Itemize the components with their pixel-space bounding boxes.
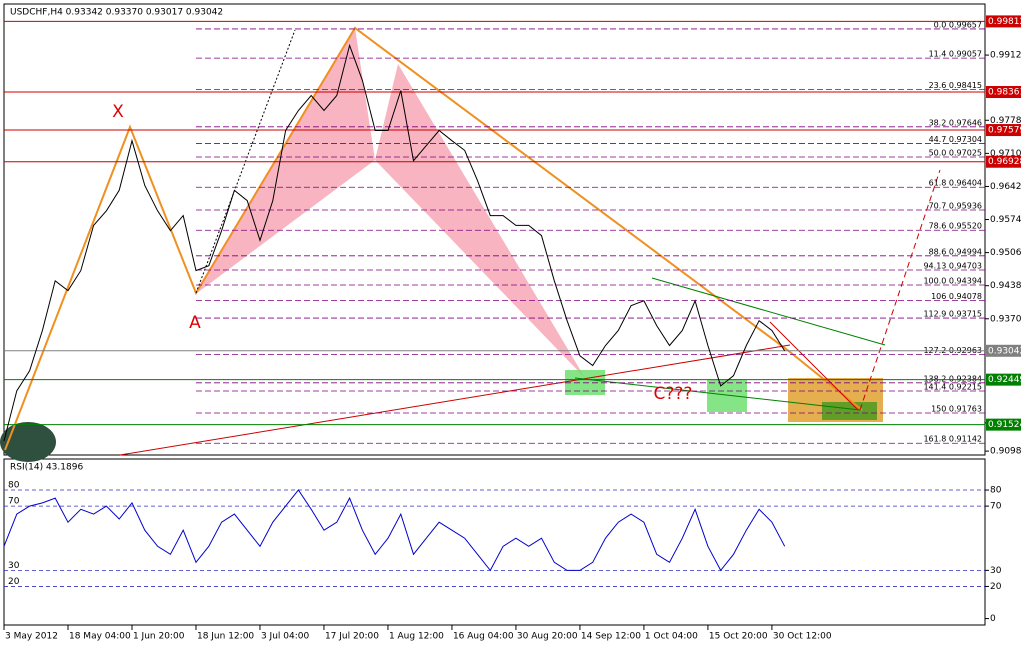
x-tick-label: 3 Jul 04:00 [261,632,310,642]
fib-label: 61.8 0.96404 [929,179,982,188]
fib-label: 11.4 0.99057 [929,50,982,59]
y-tick-label-left: 80 [8,481,20,491]
x-tick-label: 1 Oct 04:00 [645,632,698,642]
y-tick-label-left: 20 [8,577,20,587]
fib-label: 88.6 0.94994 [929,247,982,256]
x-tick-label: 30 Oct 12:00 [773,632,832,642]
trend-line [119,344,791,456]
pattern-line [4,26,863,451]
y-tick-label: 30 [990,566,1002,576]
fib-label: 94.13 0.94703 [923,261,982,270]
level-label-box [986,86,1021,99]
x-tick-label: 18 May 04:00 [69,632,131,642]
x-tick-label: 18 Jun 12:00 [197,632,254,642]
y-tick-label: 70 [990,502,1002,512]
x-tick-label: 1 Aug 12:00 [389,632,444,642]
trend-line [769,321,859,411]
chart-title: USDCHF,H4 0.93342 0.93370 0.93017 0.9304… [10,8,223,18]
x-tick-label: 17 Jul 20:00 [325,632,379,642]
x-tick-label: 14 Sep 12:00 [581,632,641,642]
level-label-box [986,373,1021,386]
y-tick-label-left: 70 [8,497,20,507]
x-tick-label: 1 Jun 20:00 [133,632,185,642]
level-label: 0.92449 [988,375,1021,385]
fib-label: 106 0.94078 [931,292,982,301]
x-tick-label: 3 May 2012 [5,632,58,642]
y-tick-label: 20 [990,582,1002,592]
zone-box [707,380,747,412]
x-tick-label: 30 Aug 20:00 [517,632,578,642]
level-label-box [986,15,1021,28]
x-tick-label: 16 Aug 04:00 [453,632,514,642]
fib-label: 161.8 0.91142 [923,435,982,444]
level-label: 0.91524 [988,420,1021,430]
x-tick-label: 15 Oct 20:00 [709,632,768,642]
fib-label: 44.7 0.97304 [929,135,982,144]
annotation: A [189,313,201,333]
trend-line [651,277,886,346]
fib-label: 141.4 0.92215 [923,383,982,392]
corner-shape [0,422,56,462]
level-label: 0.99812 [988,17,1021,27]
fib-label: 78.6 0.95520 [929,222,982,231]
annotation: X [112,102,124,122]
fib-label: 50.0 0.97025 [929,149,982,158]
rsi-panel [3,458,986,626]
fib-label: 138.2 0.92384 [923,374,982,383]
level-label: 0.97579 [988,126,1021,136]
fib-label: 38.2 0.97646 [929,118,982,127]
target-box [822,402,877,420]
level-label: 0.98361 [988,88,1021,98]
y-tick-label: 80 [990,486,1002,496]
level-label-box [986,344,1021,357]
fib-label: 23.6 0.98415 [929,81,982,90]
fib-label: 150 0.91763 [931,405,982,414]
annotation: C??? [654,384,693,404]
fib-label: 100.0 0.94394 [923,277,982,286]
trend-line [574,377,861,411]
level-label: 0.96928 [988,157,1021,167]
fib-label: 0.0 0.99657 [934,20,982,29]
rsi-title: RSI(14) 43.1896 [10,463,83,473]
level-label: 0.93042 [988,346,1021,356]
pattern-triangle [375,64,585,378]
price-line [3,43,786,442]
pattern-drawings [0,26,941,462]
pattern-triangle [197,28,375,293]
level-label-box [986,418,1021,431]
level-label-box [986,155,1021,168]
fib-label: 112.9 0.93715 [923,310,982,319]
price-line [3,489,786,572]
y-tick-label: 0 [990,614,996,624]
level-label-box [986,124,1021,137]
y-tick-label-left: 30 [8,561,20,571]
fib-label: 70.7 0.95936 [929,201,982,210]
